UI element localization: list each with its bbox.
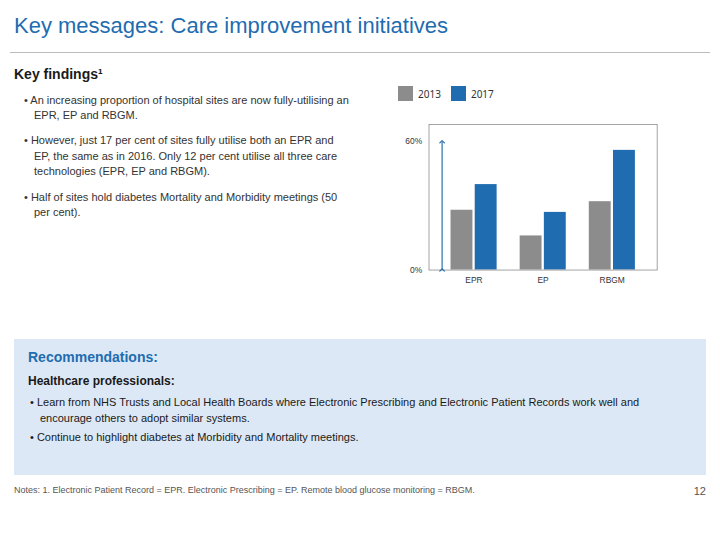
svg-text:EPR: EPR bbox=[465, 275, 482, 285]
html-text:12: 12 bbox=[693, 485, 706, 497]
svg-text:0%: 0% bbox=[410, 265, 423, 275]
html-text:2013: 2013 bbox=[418, 86, 441, 101]
html-text:Notes: 1. Electronic Patient R: Notes: 1. Electronic Patient Record = EP… bbox=[14, 485, 475, 495]
html-text:Key messages: Care improvement: Key messages: Care improvement initiativ… bbox=[14, 13, 449, 38]
svg-text:RBGM: RBGM bbox=[600, 275, 625, 285]
svg-text:EP: EP bbox=[538, 275, 550, 285]
html-text:• An increasing proportion of: • An increasing proportion of hospital s… bbox=[24, 93, 349, 121]
html-text:• Learn from NHS Trusts and Lo: • Learn from NHS Trusts and Local Health… bbox=[30, 395, 640, 424]
html-text:• Half of sites hold diabetes: • Half of sites hold diabetes Mortality … bbox=[24, 190, 338, 218]
html-text:Recommendations:: Recommendations: bbox=[28, 349, 158, 365]
html-text:Key findings¹: Key findings¹ bbox=[14, 66, 103, 82]
html-text:2017: 2017 bbox=[470, 86, 494, 101]
svg-text:60%: 60% bbox=[405, 136, 422, 146]
html-text:• However, just 17 per cent of: • However, just 17 per cent of sites ful… bbox=[24, 134, 338, 178]
html-text:• Continue to highlight diabet: • Continue to highlight diabetes at Morb… bbox=[30, 430, 359, 443]
html-text:Healthcare professionals:: Healthcare professionals: bbox=[28, 374, 175, 389]
